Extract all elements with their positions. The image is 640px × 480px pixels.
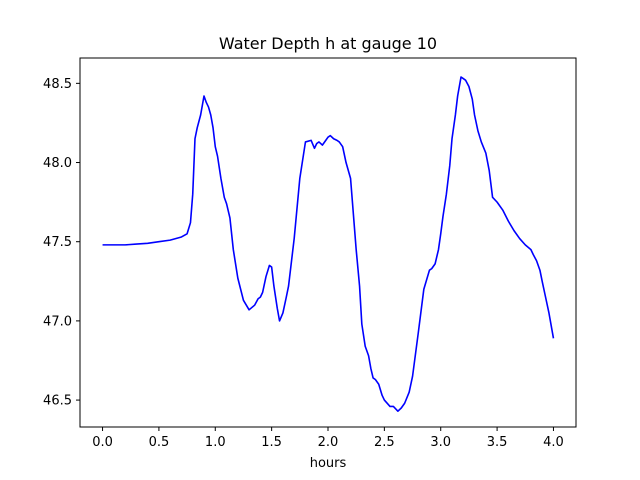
plot-frame: [79, 57, 577, 428]
x-tick-label: 3.5: [487, 435, 508, 450]
y-tick-label: 47.0: [43, 314, 72, 329]
plot-area: [102, 76, 555, 412]
y-axis: 46.5 47.0 47.5 48.0 48.5: [43, 77, 80, 409]
series-line-0: [102, 76, 555, 412]
y-tick-label: 48.0: [43, 156, 72, 171]
y-tick-label: 48.5: [43, 77, 72, 92]
x-tick-label: 0.0: [92, 435, 113, 450]
x-tick-label: 1.0: [205, 435, 226, 450]
x-axis-label: hours: [310, 456, 347, 471]
x-tick-label: 1.5: [261, 435, 282, 450]
x-tick-label: 4.0: [543, 435, 564, 450]
chart-title: Water Depth h at gauge 10: [219, 34, 437, 53]
x-tick-label: 3.0: [430, 435, 451, 450]
x-tick-label: 2.5: [374, 435, 395, 450]
x-tick-label: 2.0: [318, 435, 339, 450]
y-tick-label: 47.5: [43, 235, 72, 250]
x-axis: 0.0 0.5 1.0 1.5 2.0 2.5 3.0 3.5 4.0: [92, 427, 564, 450]
y-tick-label: 46.5: [43, 394, 72, 409]
x-tick-label: 0.5: [149, 435, 170, 450]
